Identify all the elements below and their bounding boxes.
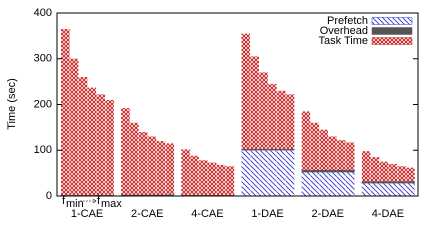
bar-segment bbox=[267, 148, 277, 151]
legend-swatch bbox=[371, 17, 413, 25]
bar-segment bbox=[345, 169, 355, 173]
bar-segment bbox=[301, 172, 311, 196]
bar-segment bbox=[319, 169, 329, 173]
x-tick-label: 1-CAE bbox=[71, 208, 103, 220]
bar-segment bbox=[319, 129, 328, 170]
bar-segment bbox=[78, 77, 88, 196]
legend-label: Overhead bbox=[320, 25, 368, 37]
bar-segment bbox=[121, 108, 130, 195]
bar-segment bbox=[379, 181, 389, 184]
bar-segment bbox=[69, 58, 79, 196]
bar-segment bbox=[388, 181, 398, 184]
bar-segment bbox=[190, 155, 199, 196]
bar-segment bbox=[310, 172, 320, 196]
bar-segment bbox=[301, 169, 311, 173]
y-tick-label: 300 bbox=[34, 53, 52, 65]
bar-segment bbox=[370, 181, 380, 184]
bar-segment bbox=[61, 29, 70, 196]
bar-segment bbox=[337, 140, 346, 170]
bar-segment bbox=[361, 151, 371, 182]
bar-segment bbox=[337, 172, 346, 196]
legend-swatch bbox=[371, 27, 413, 35]
bar-segment bbox=[165, 143, 175, 195]
y-axis-label: Time (sec) bbox=[6, 78, 18, 130]
bar-segment bbox=[285, 150, 295, 196]
bar-segment bbox=[301, 111, 311, 170]
bar-segment bbox=[397, 183, 406, 196]
y-tick-label: 0 bbox=[46, 190, 52, 202]
bar-segment bbox=[241, 33, 251, 149]
bar-segment bbox=[345, 142, 355, 170]
y-tick-label: 400 bbox=[34, 7, 52, 19]
bar-segment bbox=[319, 172, 328, 196]
bar-segment bbox=[276, 90, 286, 149]
x-tick-label: 2-DAE bbox=[312, 208, 344, 220]
bar-segment bbox=[328, 169, 337, 173]
bar-segment bbox=[138, 131, 148, 195]
bar-segment bbox=[147, 136, 157, 195]
bar-segment bbox=[241, 148, 251, 151]
bar-segment bbox=[370, 157, 380, 182]
bar-segment bbox=[207, 162, 217, 196]
bar-segment bbox=[397, 166, 406, 182]
bar-segment bbox=[250, 148, 260, 151]
bar-segment bbox=[87, 87, 97, 196]
annotation-arrowhead bbox=[92, 198, 97, 204]
legend-label: Task Time bbox=[318, 35, 368, 47]
x-tick-label: 4-CAE bbox=[191, 208, 223, 220]
x-tick-label: 2-CAE bbox=[131, 208, 163, 220]
bar-segment bbox=[397, 181, 406, 184]
bar-segment bbox=[130, 122, 139, 195]
bar-segment bbox=[156, 141, 166, 195]
x-tick-label: 1-DAE bbox=[251, 208, 283, 220]
annotation-to: max bbox=[101, 198, 122, 210]
bar-segment bbox=[259, 72, 268, 149]
bar-segment bbox=[105, 99, 114, 196]
chart: Time (sec) 1-CAE 2-CAE 4-CAE 1-DAE 2-DAE 4-DA… bbox=[6, 7, 419, 220]
bar-segment bbox=[276, 148, 286, 151]
bar-segment bbox=[276, 150, 286, 196]
bar-segment bbox=[361, 183, 371, 196]
bar-segment bbox=[241, 150, 251, 196]
bar-segment bbox=[388, 163, 397, 182]
bar-segment bbox=[379, 161, 389, 182]
bar-segment bbox=[259, 150, 268, 196]
bar-segment bbox=[328, 136, 337, 170]
bar-segment bbox=[216, 164, 226, 196]
bar-segment bbox=[181, 149, 190, 196]
legend-swatch bbox=[371, 37, 413, 45]
bar-segment bbox=[250, 56, 259, 149]
bar-segment bbox=[96, 94, 106, 196]
bar-segment bbox=[345, 172, 355, 196]
y-tick-label: 100 bbox=[34, 144, 52, 156]
bar-segment bbox=[259, 148, 268, 151]
bar-segment bbox=[328, 172, 337, 196]
annotation-from: min bbox=[66, 198, 84, 210]
bar-segment bbox=[388, 183, 397, 196]
bar-segment bbox=[310, 122, 320, 170]
bar-segment bbox=[361, 181, 371, 184]
bar-segment bbox=[199, 160, 208, 196]
legend-label: Prefetch bbox=[327, 15, 368, 27]
bar-segment bbox=[336, 169, 346, 173]
bar-segment bbox=[310, 169, 320, 173]
bar-segment bbox=[405, 181, 415, 184]
bar-segment bbox=[370, 183, 380, 196]
bar-segment bbox=[406, 167, 415, 182]
bar-segment bbox=[379, 183, 389, 196]
bar-segment bbox=[268, 83, 277, 149]
bar-segment bbox=[285, 148, 295, 151]
bar-segment bbox=[225, 166, 235, 196]
bar-segment bbox=[268, 150, 277, 196]
bar-segment bbox=[250, 150, 259, 196]
bar-segment bbox=[285, 94, 295, 149]
y-tick-label: 200 bbox=[34, 98, 52, 110]
bar-segment bbox=[406, 183, 415, 196]
annotation-symbol: f bbox=[62, 195, 66, 207]
annotation-symbol: f bbox=[97, 195, 101, 207]
x-tick-label: 4-DAE bbox=[372, 208, 404, 220]
